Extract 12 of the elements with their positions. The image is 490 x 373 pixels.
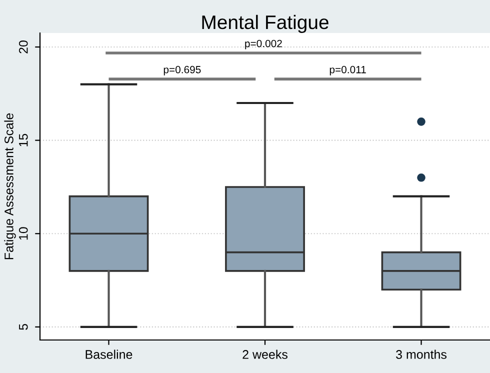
chart-title: Mental Fatigue [202,14,328,33]
y-tick-label: 5 [19,324,28,330]
y-axis-title: Fatigue Assessment Scale [4,113,16,260]
y-tick-label: 20 [18,40,28,54]
annotation: p=0.002 [245,40,282,50]
y-tick-label: 10 [18,227,28,240]
x-tick-label: 3 months [396,350,447,359]
y-tick-label: 15 [19,134,28,146]
x-tick-label: Baseline [86,350,132,359]
x-tick-label: 2 weeks [242,350,288,359]
annotation: p=0.011 [330,66,366,76]
annotation: p=0.695 [164,66,201,76]
